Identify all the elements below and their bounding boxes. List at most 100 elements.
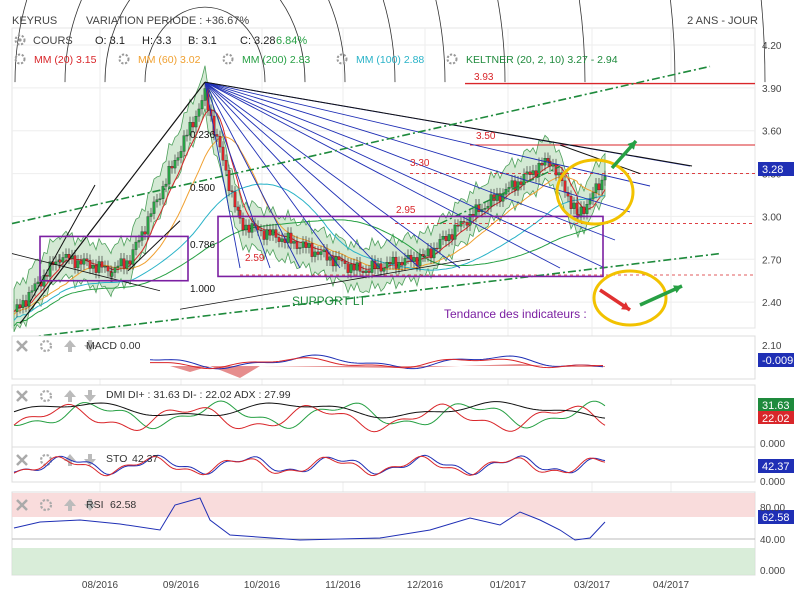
gear-icon[interactable] — [39, 339, 53, 353]
candle-body — [218, 136, 222, 148]
low-value: B: 3.1 — [188, 35, 217, 47]
legend-item[interactable]: MM (100) 2.88 — [336, 53, 425, 66]
candle-body — [152, 201, 156, 214]
candle-body — [310, 243, 314, 257]
candle-body — [15, 304, 19, 312]
dmi-value: DI+ : 31.63 DI- : 22.02 ADX : 27.99 — [128, 389, 291, 401]
arrow-up-icon[interactable] — [64, 390, 76, 402]
adx-line — [13, 401, 606, 419]
candle-body — [579, 206, 583, 218]
candle-body — [149, 213, 153, 217]
variation-label: VARIATION PERIODE : +36.67% — [86, 15, 249, 27]
candle-body — [182, 135, 186, 152]
candle-body — [200, 100, 204, 110]
gear-icon[interactable] — [39, 389, 53, 403]
candle-body — [313, 251, 317, 257]
fan-line — [204, 81, 631, 213]
support-lt-line — [11, 252, 721, 341]
mm200-line — [13, 219, 606, 327]
down-arrow-head — [621, 302, 630, 310]
gear-icon[interactable] — [39, 498, 53, 512]
x-tick-label: 12/2016 — [407, 580, 444, 591]
arrow-up-icon[interactable] — [64, 340, 76, 352]
candle-body — [122, 258, 126, 269]
y-tick-label: 2.10 — [762, 341, 782, 352]
candle-body — [58, 259, 62, 263]
gear-icon — [446, 53, 458, 65]
gear-icon-shape — [39, 453, 53, 467]
candle-body — [185, 134, 189, 137]
candle-body — [591, 192, 595, 200]
candle-body — [167, 166, 171, 185]
gear-icon[interactable] — [39, 453, 53, 467]
candle-body — [64, 253, 68, 258]
close-icon[interactable] — [16, 340, 28, 352]
candle-body — [546, 158, 550, 162]
candle-body — [85, 258, 89, 261]
macd-label: MACD — [86, 340, 117, 352]
y-tick-label: 2.40 — [762, 298, 782, 309]
candle-body — [486, 206, 490, 209]
candle-body — [158, 198, 162, 200]
fan-line — [204, 81, 651, 187]
y-tick-label: 3.00 — [762, 212, 782, 223]
rsi-tick-80: 80.00 — [760, 503, 785, 514]
arrow-down-icon[interactable] — [84, 454, 96, 466]
fan-line — [204, 81, 606, 269]
fibo-arc — [104, 0, 306, 83]
candle-body — [97, 261, 101, 273]
candle-body — [483, 208, 487, 210]
candle-body — [352, 264, 356, 271]
candle-body — [585, 204, 589, 214]
arrow-down-shape — [84, 454, 96, 466]
period-label[interactable]: 2 ANS - JOUR — [687, 15, 758, 27]
x-tick-label: 01/2017 — [490, 580, 527, 591]
candle-body — [298, 247, 302, 249]
arrow-down-icon[interactable] — [84, 390, 96, 402]
close-icon[interactable] — [16, 390, 28, 402]
dmi-tick: 0.000 — [760, 439, 785, 450]
candle-body — [73, 255, 77, 269]
legend-item[interactable]: MM (200) 2.83 — [222, 53, 311, 66]
legend-item[interactable]: MM (20) 3.15 — [14, 53, 97, 66]
candle-body — [45, 275, 49, 277]
candle-body — [462, 221, 466, 223]
close-icon[interactable] — [16, 499, 28, 511]
candle-body — [188, 122, 192, 136]
fan-line — [204, 81, 421, 269]
legend-item[interactable]: MM (60) 3.02 — [118, 53, 201, 66]
arrow-up-icon[interactable] — [64, 499, 76, 511]
candle-body — [600, 179, 604, 191]
fan-line — [204, 81, 271, 269]
close-icon-shape — [16, 340, 28, 352]
dmi-plus-value: 31.63 — [762, 400, 790, 412]
candle-body — [286, 232, 290, 243]
candle-body — [179, 151, 183, 158]
close-icon[interactable] — [16, 454, 28, 466]
candle-body — [531, 170, 535, 175]
candle-body — [227, 170, 231, 191]
legend-item[interactable]: KELTNER (20, 2, 10) 3.27 - 2.94 — [446, 53, 618, 66]
sto-d-line — [13, 455, 606, 477]
cours-label: COURS — [33, 35, 73, 47]
trend-line-fibo1 — [179, 258, 471, 310]
legend-label: KELTNER (20, 2, 10) 3.27 - 2.94 — [466, 54, 618, 66]
gear-icon — [336, 53, 348, 65]
consolidation-box — [39, 235, 189, 282]
last-price-value: 3.28 — [762, 164, 783, 176]
arrow-down-icon[interactable] — [84, 499, 96, 511]
rsi-label: RSI — [86, 499, 104, 511]
candle-body — [557, 172, 561, 176]
candle-body — [36, 281, 40, 284]
change-value: 6.84% — [276, 35, 307, 47]
candle-body — [537, 163, 541, 177]
candle-body — [328, 256, 332, 261]
candle-body — [27, 292, 31, 307]
candle-body — [569, 195, 573, 209]
candle-body — [244, 224, 248, 231]
gear-icon[interactable] — [14, 34, 26, 46]
candle-body — [364, 270, 368, 273]
macd-histogram — [170, 364, 605, 378]
arrow-down-icon[interactable] — [84, 340, 96, 352]
